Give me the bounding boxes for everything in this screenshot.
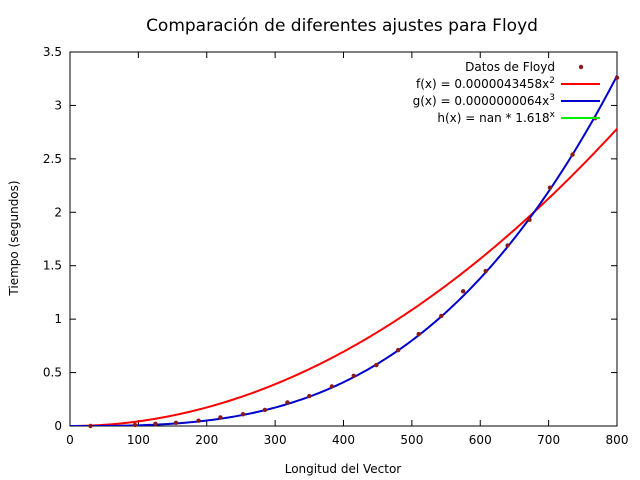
plot-frame bbox=[69, 51, 618, 427]
y-tick-label: 0.5 bbox=[43, 366, 62, 380]
legend-item: f(x) = 0.0000043458x2 bbox=[416, 76, 600, 91]
data-point bbox=[88, 423, 93, 429]
y-tick-label: 2.5 bbox=[43, 152, 62, 166]
y-tick-label: 1.5 bbox=[43, 259, 62, 273]
legend-marker bbox=[578, 64, 584, 70]
legend-label-superscript: x bbox=[550, 110, 556, 120]
legend-label-superscript: 3 bbox=[549, 93, 555, 103]
legend-label: f(x) = 0.0000043458x2 bbox=[416, 76, 555, 91]
legend-label-superscript: 2 bbox=[549, 76, 555, 86]
data-point bbox=[351, 373, 356, 378]
data-point bbox=[374, 362, 379, 368]
x-tick-label: 600 bbox=[469, 433, 492, 447]
y-tick-label: 3.5 bbox=[43, 45, 62, 59]
x-axis-label: Longitud del Vector bbox=[285, 462, 402, 476]
data-point bbox=[262, 407, 268, 413]
data-point bbox=[173, 420, 179, 425]
data-point bbox=[196, 418, 201, 423]
legend-label-base: h(x) = nan * 1.618 bbox=[437, 111, 549, 125]
data-point bbox=[483, 268, 488, 274]
legend-label: h(x) = nan * 1.618x bbox=[437, 110, 555, 125]
chart-title: Comparación de diferentes ajustes para F… bbox=[146, 16, 538, 36]
data-point bbox=[396, 347, 401, 353]
data-point bbox=[547, 185, 553, 190]
y-tick-label: 3 bbox=[54, 98, 62, 112]
data-point bbox=[416, 331, 421, 337]
data-point bbox=[153, 421, 158, 427]
data-point bbox=[132, 422, 138, 428]
data-point bbox=[460, 289, 466, 294]
legend-label-base: g(x) = 0.0000000064x bbox=[413, 94, 550, 108]
legend-label: g(x) = 0.0000000064x3 bbox=[413, 93, 555, 108]
x-tick-label: 700 bbox=[537, 433, 560, 447]
x-tick-label: 800 bbox=[606, 433, 629, 447]
y-axis-label: Tiempo (segundos) bbox=[7, 180, 21, 296]
y-tick-label: 2 bbox=[54, 205, 62, 219]
data-point bbox=[329, 384, 335, 389]
plot-area: 0 100 200 300 400 500 600 700 800 0 0.5 1 1.5 2 2.5 3 3.… bbox=[43, 45, 629, 447]
y-tick-label: 1 bbox=[54, 312, 62, 326]
x-tick-label: 300 bbox=[264, 433, 287, 447]
data-point bbox=[439, 313, 444, 319]
legend-item: Datos de Floyd bbox=[465, 60, 584, 74]
data-point bbox=[505, 243, 510, 248]
y-tick-label: 0 bbox=[54, 419, 62, 433]
x-tick-label: 400 bbox=[332, 433, 355, 447]
curves-group bbox=[70, 73, 617, 426]
legend: Datos de Floyd f(x) = 0.0000043458x2 g(x) … bbox=[413, 60, 600, 125]
x-tick-label: 500 bbox=[400, 433, 423, 447]
data-point bbox=[570, 152, 575, 157]
data-point bbox=[285, 400, 290, 405]
data-point bbox=[614, 75, 620, 80]
legend-item: g(x) = 0.0000000064x3 bbox=[413, 93, 600, 108]
data-point bbox=[240, 412, 246, 417]
x-tick-label: 200 bbox=[195, 433, 218, 447]
data-point bbox=[218, 415, 223, 420]
data-point bbox=[527, 217, 532, 222]
x-tick-label: 0 bbox=[66, 433, 74, 447]
legend-item: h(x) = nan * 1.618x bbox=[437, 110, 600, 125]
legend-label-base: f(x) = 0.0000043458x bbox=[416, 77, 549, 91]
x-tick-label: 100 bbox=[127, 433, 150, 447]
legend-label: Datos de Floyd bbox=[465, 60, 555, 74]
series-line-2 bbox=[70, 73, 617, 426]
data-point bbox=[307, 393, 312, 399]
